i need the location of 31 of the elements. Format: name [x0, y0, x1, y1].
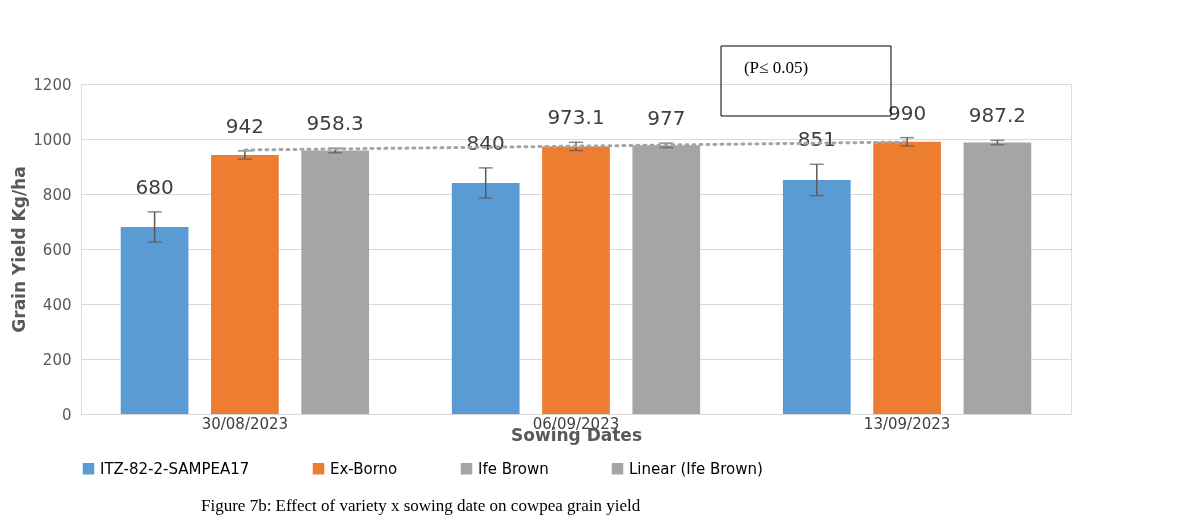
legend-label: Linear (Ife Brown) — [629, 459, 763, 478]
legend-label: Ife Brown — [478, 459, 549, 478]
bar — [963, 142, 1032, 414]
caption: Figure 7b: Effect of variety x sowing date on cowpea grain yield — [201, 496, 641, 515]
y-tick-label: 800 — [42, 185, 72, 204]
data-label: 987.2 — [968, 103, 1027, 128]
data-label: 958.3 — [306, 111, 364, 136]
x-tick-label: 13/09/2023 — [863, 414, 951, 433]
bar — [873, 141, 941, 414]
text: (P≤ 0.05) — [743, 58, 809, 77]
bar — [120, 227, 189, 414]
bar — [542, 146, 610, 414]
y-tick-label: 1200 — [33, 75, 72, 94]
data-label: 680 — [135, 174, 174, 199]
y-tick-label: 200 — [42, 350, 72, 369]
legend-label: Ex-Borno — [330, 459, 398, 478]
legend-label: ITZ-82-2-SAMPEA17 — [100, 459, 250, 478]
bar — [211, 154, 279, 414]
data-label: 990 — [888, 100, 927, 125]
y-tick-label: 0 — [61, 405, 72, 424]
data-label: 973.1 — [547, 105, 605, 130]
data-label: 840 — [466, 130, 505, 155]
y-axis-title: Grain Yield Kg/ha — [9, 166, 30, 333]
y-tick-label: 600 — [42, 240, 72, 259]
y-tick-label: 400 — [42, 295, 72, 314]
data-label: 942 — [225, 113, 264, 138]
bar — [782, 179, 851, 414]
data-label: 977 — [647, 106, 686, 131]
y-tick-label: 1000 — [33, 130, 72, 149]
x-tick-label: 30/08/2023 — [201, 414, 289, 433]
bar — [451, 183, 520, 414]
